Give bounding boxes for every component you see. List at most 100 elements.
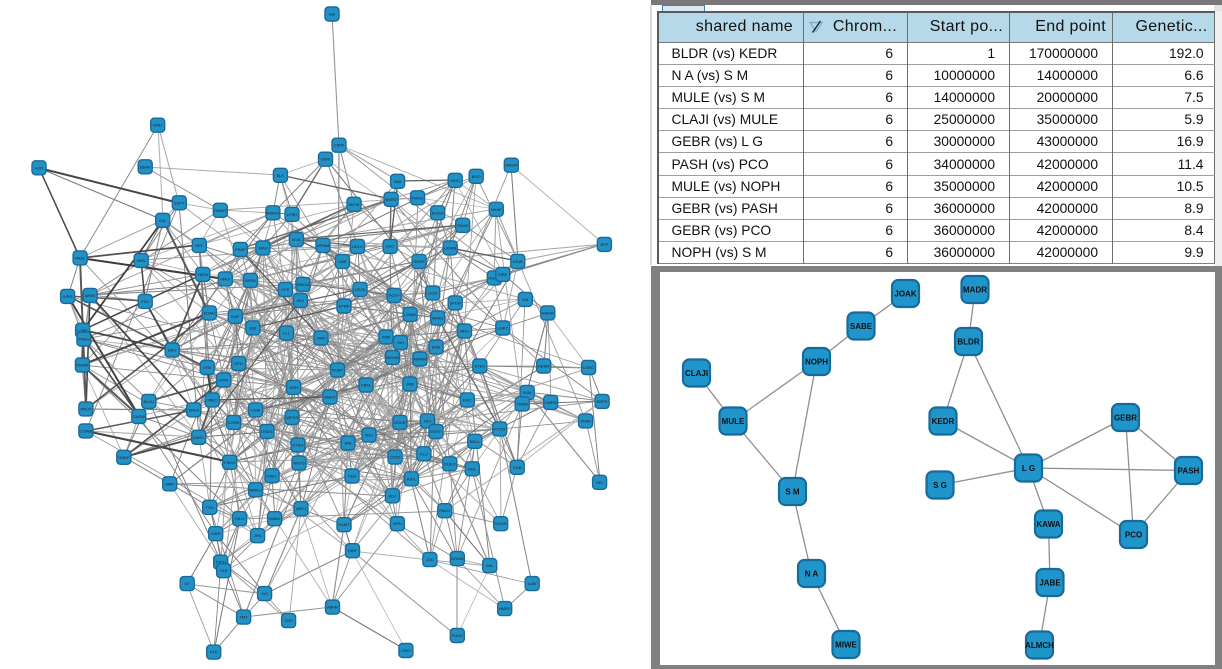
svg-text:LPSH: LPSH (287, 212, 298, 217)
svg-text:EFB: EFB (203, 365, 211, 370)
svg-text:NNLL: NNLL (470, 439, 481, 444)
svg-text:SDEP: SDEP (414, 259, 425, 264)
svg-text:LKOI: LKOI (428, 290, 437, 295)
svg-text:JRE: JRE (344, 441, 352, 446)
svg-text:HEBM: HEBM (538, 364, 550, 369)
svg-text:EERF: EERF (140, 164, 151, 169)
svg-text:KEDR: KEDR (932, 417, 955, 426)
svg-text:MADR: MADR (963, 286, 987, 295)
svg-text:PGTF: PGTF (389, 293, 400, 298)
svg-text:ESFT: ESFT (174, 200, 185, 205)
svg-text:PSEU: PSEU (78, 337, 89, 342)
svg-text:PCO: PCO (1125, 531, 1142, 540)
svg-text:HGL: HGL (468, 466, 477, 471)
svg-text:NDHW: NDHW (386, 355, 399, 360)
svg-text:IEJA: IEJA (292, 237, 301, 242)
svg-text:IUE: IUE (329, 12, 336, 17)
svg-text:OJI: OJI (522, 297, 528, 302)
svg-text:ISPU: ISPU (393, 521, 402, 526)
svg-text:OSIS: OSIS (321, 157, 331, 162)
svg-text:KNJ: KNJ (297, 298, 305, 303)
svg-text:CFE: CFE (281, 287, 289, 292)
svg-text:TTED: TTED (215, 560, 226, 565)
svg-text:GSUR: GSUR (394, 420, 406, 425)
svg-text:KAWA: KAWA (1037, 520, 1061, 529)
svg-text:SABE: SABE (850, 322, 873, 331)
svg-text:IUPG: IUPG (63, 294, 73, 299)
svg-text:FSUO: FSUO (224, 460, 235, 465)
svg-text:HNHT: HNHT (324, 395, 336, 400)
svg-text:KDJ: KDJ (389, 493, 397, 498)
svg-text:EKC: EKC (463, 397, 471, 402)
svg-text:UKWB: UKWB (444, 245, 456, 250)
svg-text:AJFL: AJFL (407, 476, 417, 481)
svg-text:NSN: NSN (137, 258, 146, 263)
svg-text:NNJO: NNJO (294, 461, 305, 466)
svg-text:CSPF: CSPF (334, 143, 345, 148)
svg-text:AEBS: AEBS (85, 293, 96, 298)
svg-text:JABE: JABE (1039, 579, 1061, 588)
svg-text:UELC: UELC (352, 244, 363, 249)
svg-text:OWWT: OWWT (214, 208, 228, 213)
svg-text:HSM: HSM (251, 407, 260, 412)
svg-text:DRGP: DRGP (506, 163, 518, 168)
svg-text:JGU: JGU (426, 557, 434, 562)
svg-text:JHG: JHG (254, 533, 262, 538)
svg-text:COWB: COWB (80, 428, 93, 433)
svg-text:JRB: JRB (406, 382, 414, 387)
svg-text:BLK: BLK (277, 173, 285, 178)
svg-text:PASH: PASH (1178, 467, 1200, 476)
svg-text:ILT: ILT (184, 581, 190, 586)
svg-text:RBIF: RBIF (348, 548, 358, 553)
svg-text:PRUT: PRUT (80, 406, 91, 411)
svg-text:TDMH: TDMH (457, 223, 469, 228)
svg-text:CKP: CKP (284, 618, 293, 623)
svg-text:PAKG: PAKG (439, 508, 450, 513)
svg-text:S G: S G (933, 481, 947, 490)
svg-text:OGAM: OGAM (488, 275, 500, 280)
svg-text:JHRI: JHRI (317, 336, 326, 341)
svg-text:S M: S M (785, 488, 800, 497)
svg-text:NJM: NJM (523, 390, 531, 395)
svg-text:HMRD: HMRD (499, 606, 511, 611)
svg-text:TSG: TSG (206, 505, 214, 510)
svg-text:AREJ: AREJ (296, 506, 306, 511)
svg-text:JOAK: JOAK (894, 290, 916, 299)
svg-text:UEJ: UEJ (596, 480, 604, 485)
svg-text:MIL: MIL (486, 563, 493, 568)
svg-text:UTRC: UTRC (583, 365, 594, 370)
svg-text:FDJ: FDJ (142, 299, 149, 304)
svg-text:LLL: LLL (283, 331, 290, 336)
svg-text:PUSC: PUSC (452, 633, 463, 638)
svg-text:ALMCH: ALMCH (1025, 641, 1054, 650)
svg-text:SILO: SILO (235, 516, 244, 521)
svg-text:KSKL: KSKL (267, 473, 278, 478)
svg-text:KME: KME (432, 345, 441, 350)
svg-text:BTW: BTW (219, 378, 228, 383)
svg-text:NJU: NJU (365, 433, 373, 438)
svg-text:RWWS: RWWS (266, 210, 279, 215)
svg-text:WSIN: WSIN (245, 278, 256, 283)
svg-text:OJL: OJL (159, 218, 167, 223)
svg-text:EBI: EBI (250, 325, 256, 330)
svg-text:HCI: HCI (424, 418, 431, 423)
svg-text:STEK: STEK (475, 364, 486, 369)
svg-text:WFSS: WFSS (286, 415, 298, 420)
svg-text:KNWK: KNWK (76, 363, 88, 368)
svg-text:IMA: IMA (394, 179, 401, 184)
svg-text:WNKU: WNKU (249, 487, 261, 492)
svg-text:CMRN: CMRN (545, 400, 557, 405)
svg-text:ABHR: ABHR (327, 605, 338, 610)
svg-text:REL: REL (195, 243, 204, 248)
svg-text:JKFW: JKFW (349, 202, 360, 207)
svg-text:DWTL: DWTL (193, 435, 205, 440)
svg-text:GEBR: GEBR (1114, 414, 1137, 423)
svg-text:TMT: TMT (239, 615, 248, 620)
svg-text:HJO: HJO (35, 165, 43, 170)
svg-text:EIBP: EIBP (498, 272, 507, 277)
svg-text:CSSD: CSSD (389, 455, 400, 460)
svg-text:BTP: BTP (601, 242, 609, 247)
svg-text:DWOU: DWOU (297, 282, 310, 287)
svg-text:KEA: KEA (348, 474, 356, 479)
svg-text:GRO: GRO (401, 648, 410, 653)
